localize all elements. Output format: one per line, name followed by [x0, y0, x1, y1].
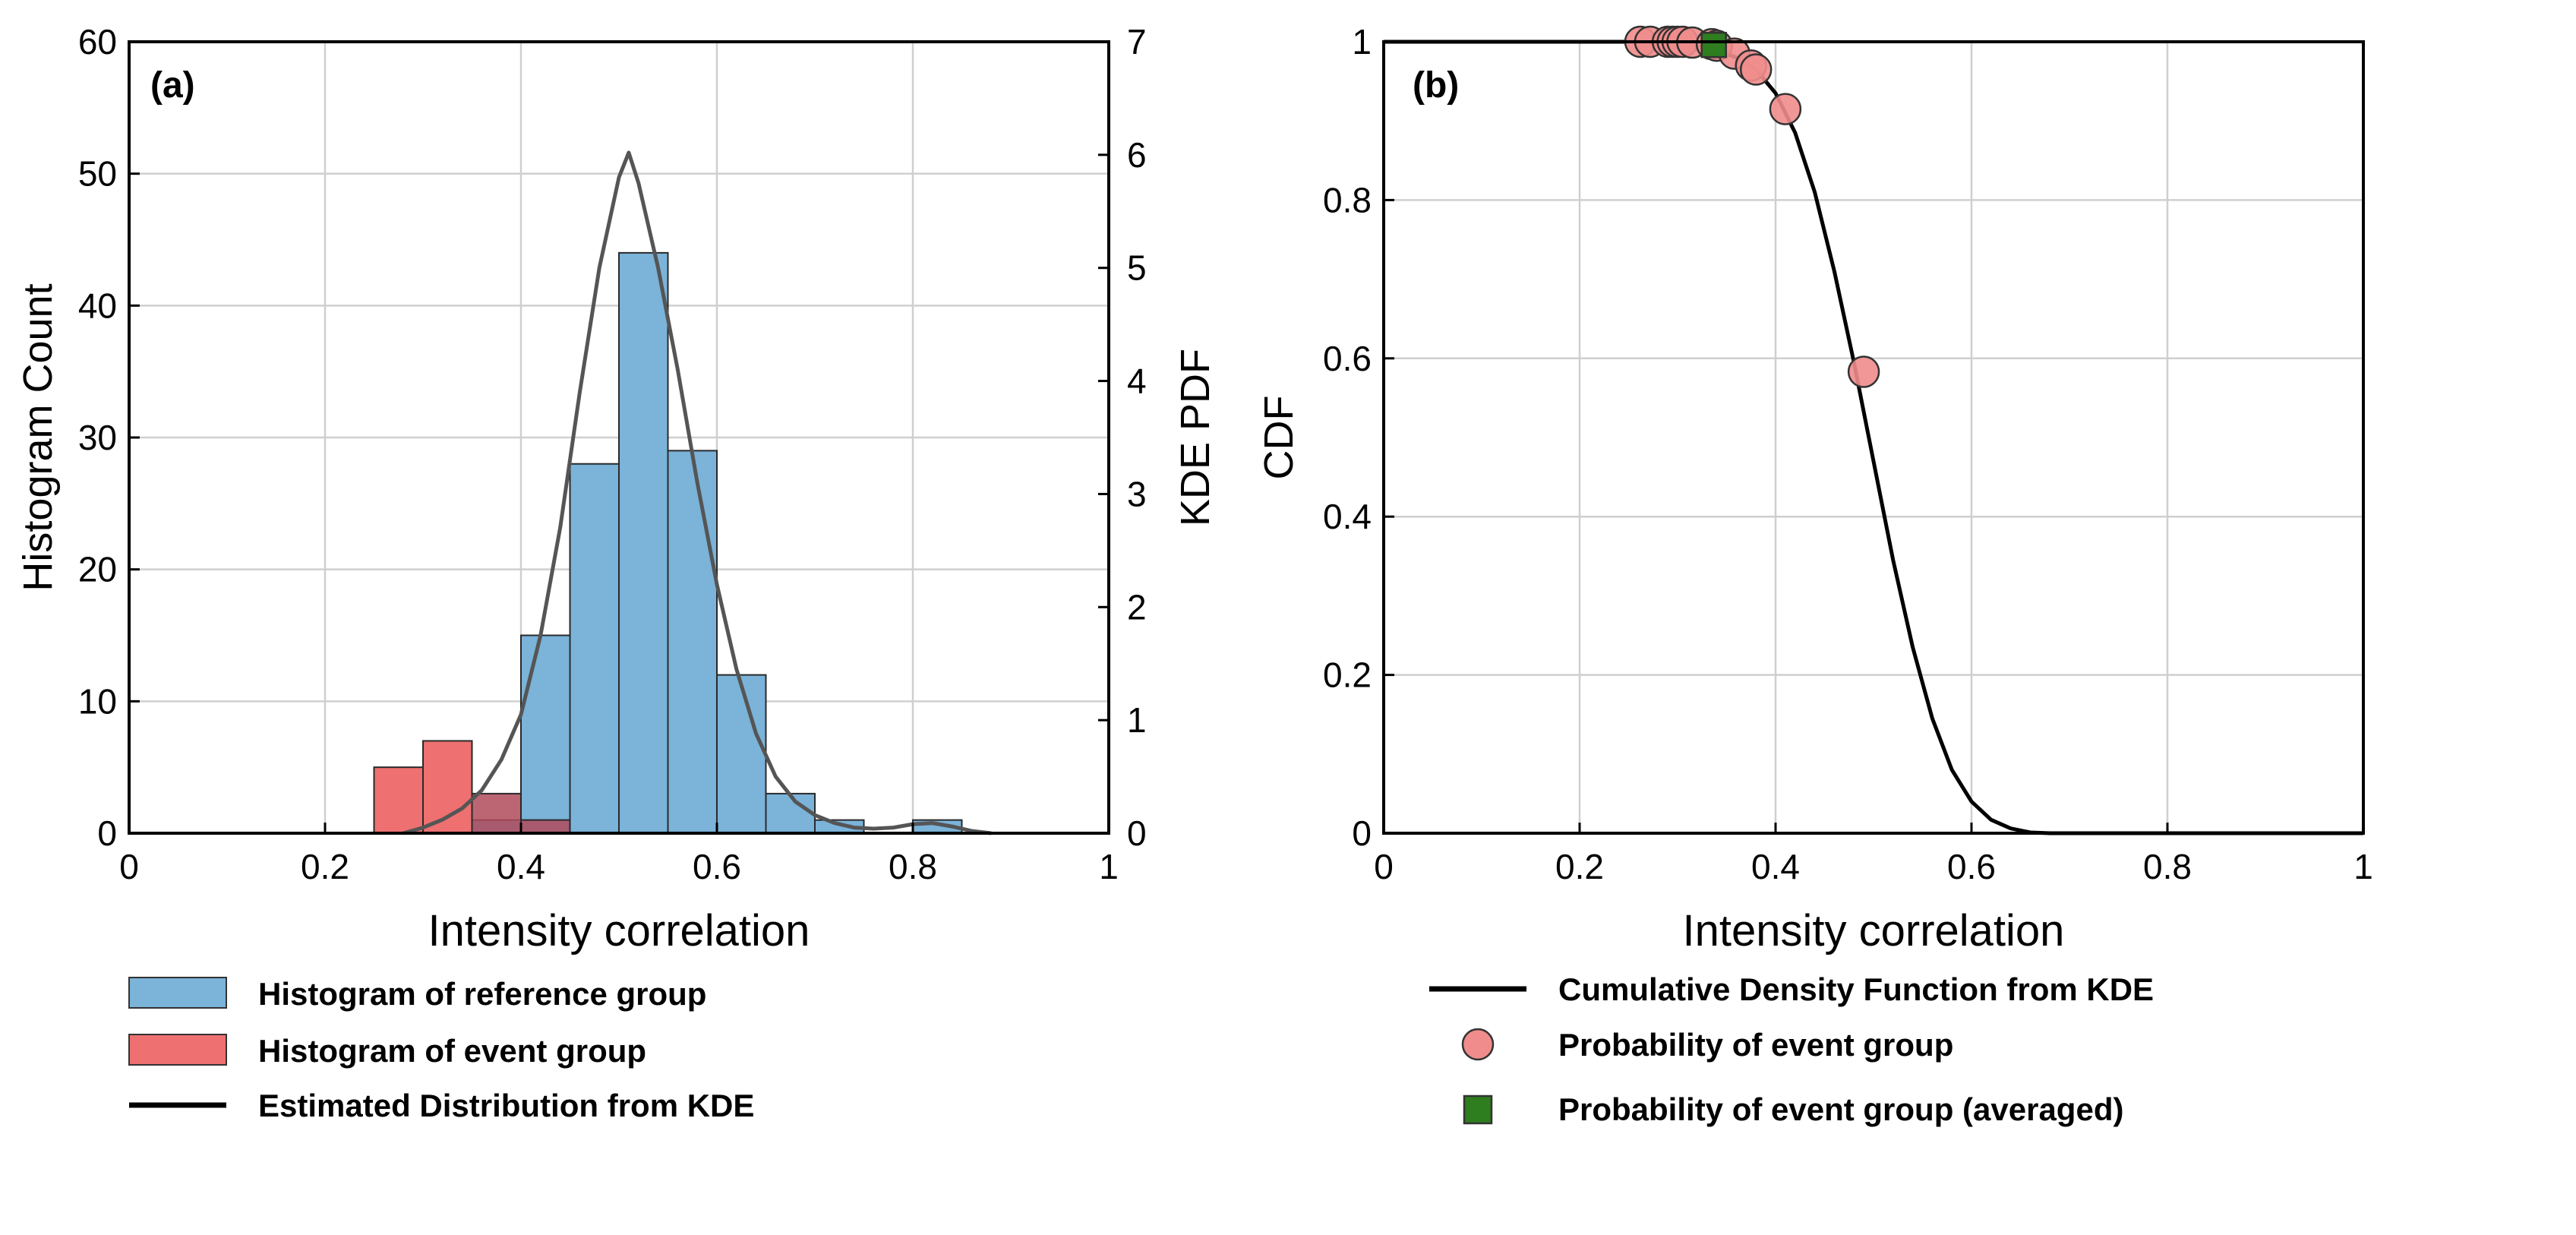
- panel-b-grid: [1384, 42, 2363, 833]
- panel-a-x-ticks: 0 0.2 0.4 0.6 0.8 1: [119, 823, 1119, 886]
- panel-a-bars: [373, 251, 963, 835]
- legend-label-cdf: Cumulative Density Function from KDE: [1558, 971, 2154, 1007]
- panel-a-y-tick-label: 40: [78, 286, 117, 325]
- panel-a-x-tick-label: 0.6: [693, 847, 741, 886]
- reference-bar: [618, 251, 669, 835]
- reference-bar: [520, 634, 571, 834]
- legend-marker-averaged: [1463, 1094, 1493, 1125]
- event-bar: [422, 740, 473, 835]
- legend-label-reference: Histogram of reference group: [258, 976, 706, 1012]
- panel-b-x-tick-label: 0: [1374, 847, 1394, 886]
- panel-b-x-tick-label: 1: [2353, 847, 2373, 886]
- panel-b-legend: Cumulative Density Function from KDE Pro…: [1429, 971, 2154, 1127]
- panel-a-y2-tick-label: 4: [1127, 362, 1147, 401]
- panel-a-y2-tick-label: 2: [1127, 587, 1147, 627]
- panel-b-y-tick-label: 0.8: [1323, 180, 1372, 220]
- panel-a-y2-tick-label: 5: [1127, 248, 1147, 288]
- panel-b-y-axis-label: CDF: [1256, 396, 1302, 480]
- reference-bar: [765, 792, 816, 835]
- kde-curve: [402, 150, 992, 835]
- panel-a-y-tick-label: 10: [78, 681, 117, 721]
- panel-a-y2-axis-label: KDE PDF: [1173, 349, 1218, 526]
- panel-a-x-tick-label: 0.4: [497, 847, 545, 886]
- panel-a-legend: Histogram of reference group Histogram o…: [128, 976, 754, 1123]
- legend-swatch-event: [128, 1034, 227, 1066]
- panel-b: 0 0.2 0.4 0.6 0.8 1 0 0.2 0.4 0.6 0.8 1 (b) Intens…: [1256, 22, 2373, 1127]
- legend-swatch-reference: [128, 977, 227, 1009]
- panel-a-x-tick-label: 0: [119, 847, 139, 886]
- panel-a-y-tick-label: 30: [78, 418, 117, 457]
- event-probability-point: [1739, 53, 1773, 86]
- panel-b-label: (b): [1413, 65, 1459, 106]
- panel-a-y2-tick-label: 3: [1127, 474, 1147, 513]
- panel-a-label: (a): [150, 65, 195, 106]
- panel-b-y-tick-label: 0.4: [1323, 497, 1372, 536]
- legend-label-kde: Estimated Distribution from KDE: [258, 1088, 754, 1123]
- panel-b-markers: [1624, 25, 1880, 388]
- panel-b-x-ticks: 0 0.2 0.4 0.6 0.8 1: [1374, 823, 2373, 886]
- panel-b-x-tick-label: 0.4: [1751, 847, 1800, 886]
- reference-bar: [667, 450, 718, 834]
- reference-bar: [716, 674, 767, 834]
- panel-a-y-tick-label: 60: [78, 22, 117, 62]
- panel-a-x-axis-label: Intensity correlation: [428, 906, 810, 955]
- panel-a-kde: [402, 150, 992, 835]
- legend-label-event: Histogram of event group: [258, 1033, 646, 1069]
- panel-b-x-tick-label: 0.8: [2143, 847, 2192, 886]
- panel-b-x-tick-label: 0.2: [1555, 847, 1604, 886]
- event-probability-point: [1769, 93, 1802, 125]
- panel-b-axes-box: [1382, 40, 2365, 835]
- legend-marker-event: [1461, 1028, 1495, 1061]
- panel-a-y-tick-label: 20: [78, 550, 117, 589]
- panel-b-y-tick-label: 1: [1352, 22, 1372, 62]
- panel-b-y-tick-label: 0.2: [1323, 655, 1372, 695]
- panel-b-y-tick-label: 0.6: [1323, 339, 1372, 378]
- legend-label-averaged: Probability of event group (averaged): [1558, 1091, 2123, 1127]
- panel-a-x-tick-label: 0.8: [889, 847, 937, 886]
- event-bar: [520, 819, 571, 834]
- panel-b-y-ticks: 0 0.2 0.4 0.6 0.8 1: [1323, 22, 1394, 853]
- panel-b-x-axis-label: Intensity correlation: [1683, 906, 2065, 955]
- averaged-probability-point: [1700, 31, 1727, 58]
- panel-a-y-axis-label: Histogram Count: [15, 283, 61, 591]
- panel-a-y2-ticks: 0 1 2 3 4 5 6 7: [1098, 22, 1147, 853]
- panel-a-y2-tick-label: 0: [1127, 813, 1147, 853]
- panel-a-y-tick-label: 50: [78, 154, 117, 194]
- event-bar: [471, 792, 522, 835]
- panel-b-y-tick-label: 0: [1352, 813, 1372, 853]
- legend-label-event-prob: Probability of event group: [1558, 1027, 1953, 1063]
- reference-bar: [569, 463, 620, 834]
- panel-a-y-tick-label: 0: [97, 813, 117, 853]
- panel-a-y2-tick-label: 7: [1127, 22, 1147, 62]
- panel-a-x-tick-label: 1: [1099, 847, 1119, 886]
- panel-a-y2-tick-label: 1: [1127, 700, 1147, 740]
- panel-a-x-tick-label: 0.2: [301, 847, 349, 886]
- panel-b-x-tick-label: 0.6: [1947, 847, 1996, 886]
- event-bar: [373, 766, 424, 835]
- panel-a-y-ticks: 0 10 20 30 40 50 60: [78, 22, 140, 853]
- panel-a-y2-tick-label: 6: [1127, 135, 1147, 175]
- event-probability-point: [1847, 355, 1880, 388]
